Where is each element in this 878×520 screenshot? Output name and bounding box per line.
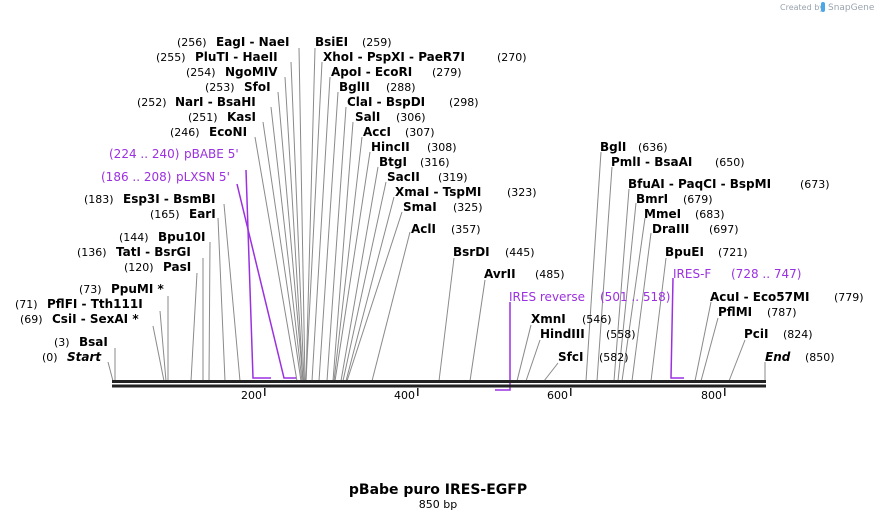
tick-800: 800 (701, 389, 722, 402)
site-label[interactable]: (183) Esp3I - BsmBI (84, 192, 215, 206)
site-label[interactable]: PmlI - BsaAI (650) (611, 155, 745, 169)
site-label-end[interactable]: End (850) (765, 350, 835, 364)
site-label[interactable]: (165) EarI (150, 207, 216, 221)
site-label[interactable]: SalI (306) (355, 110, 426, 124)
site-label[interactable]: AccI (307) (363, 125, 435, 139)
site-label[interactable]: BglI (636) (600, 140, 668, 154)
site-label[interactable]: DraIII (697) (652, 222, 739, 236)
site-label[interactable]: ClaI - BspDI (298) (347, 95, 479, 109)
feature-marker-ires-f (670, 277, 684, 379)
site-label[interactable]: (120) PasI (124, 260, 191, 274)
tick-200: 200 (241, 389, 262, 402)
site-label[interactable]: (3) BsaI (54, 335, 108, 349)
site-label[interactable]: BtgI (316) (379, 155, 450, 169)
site-labels-left: (256) EagI - NaeI (255) PluTI - HaeII (254… (15, 35, 289, 364)
site-label[interactable]: BsiEI (259) (315, 35, 392, 49)
site-label[interactable]: SacII (319) (387, 170, 468, 184)
snapgene-branding: Created by SnapGene (780, 2, 875, 13)
map-title: pBabe puro IRES-EGFP (349, 482, 527, 498)
feature-marker-pbabe (245, 169, 271, 379)
site-label[interactable]: (252) NarI - BsaHI (137, 95, 256, 109)
site-label[interactable]: (251) KasI (188, 110, 256, 124)
site-label[interactable]: XmnI (546) (531, 312, 612, 326)
ruler: 200 400 600 800 (241, 388, 726, 402)
site-label[interactable]: (69) CsiI - SexAI * (20, 312, 139, 326)
created-by-text: Created by (780, 3, 824, 12)
snapgene-text: SnapGene (828, 3, 875, 13)
site-label[interactable]: BsrDI (445) (453, 245, 535, 259)
site-label[interactable]: SfcI (582) (558, 350, 629, 364)
site-lines (107, 47, 766, 382)
site-label-start[interactable]: (0) Start (42, 350, 102, 364)
tick-400: 400 (394, 389, 415, 402)
backbone (112, 380, 766, 388)
site-label[interactable]: AvrII (485) (484, 267, 565, 281)
site-label[interactable]: PciI (824) (744, 327, 813, 341)
site-label[interactable]: BpuEI (721) (665, 245, 748, 259)
site-label[interactable]: BglII (288) (339, 80, 416, 94)
site-label[interactable]: HindIII (558) (540, 327, 636, 341)
site-labels-right: BsiEI (259) XhoI - PspXI - PaeR7I (270) Ap… (315, 35, 864, 364)
site-label[interactable]: (253) SfoI (205, 80, 271, 94)
site-label[interactable]: (246) EcoNI (170, 125, 247, 139)
feature-label-ires-f[interactable]: IRES-F (728 .. 747) (673, 267, 801, 281)
site-label[interactable]: BfuAI - PaqCI - BspMI (673) (628, 177, 830, 191)
feature-label-ires-reverse[interactable]: IRES reverse (501 .. 518) (509, 290, 670, 304)
site-label[interactable]: ApoI - EcoRI (279) (331, 65, 462, 79)
feature-marker-ires-reverse (495, 302, 511, 391)
site-label[interactable]: (256) EagI - NaeI (177, 35, 289, 49)
site-label[interactable]: XhoI - PspXI - PaeR7I (270) (323, 50, 527, 64)
site-label[interactable]: (254) NgoMIV (186, 65, 278, 79)
site-label[interactable]: (71) PflFI - Tth111I (15, 297, 143, 311)
snapgene-logo-icon (821, 2, 825, 12)
map-length: 850 bp (419, 498, 457, 511)
site-label[interactable]: MmeI (683) (644, 207, 725, 221)
feature-label-pbabe[interactable]: (224 .. 240) pBABE 5' (109, 147, 239, 161)
feature-marker-plxsn (236, 183, 296, 379)
site-label[interactable]: AcuI - Eco57MI (779) (710, 290, 864, 304)
feature-label-plxsn[interactable]: (186 .. 208) pLXSN 5' (101, 170, 230, 184)
site-label[interactable]: (255) PluTI - HaeII (156, 50, 278, 64)
tick-600: 600 (547, 389, 568, 402)
site-label[interactable]: (144) Bpu10I (119, 230, 205, 244)
feature-markers (236, 169, 684, 391)
site-label[interactable]: SmaI (325) (403, 200, 483, 214)
site-label[interactable]: PflMI (787) (718, 305, 797, 319)
site-label[interactable]: HincII (308) (371, 140, 457, 154)
site-label[interactable]: (73) PpuMI * (79, 282, 165, 296)
site-label[interactable]: XmaI - TspMI (323) (395, 185, 537, 199)
site-label[interactable]: AclI (357) (411, 222, 481, 236)
site-label[interactable]: BmrI (679) (636, 192, 713, 206)
site-label[interactable]: (136) TatI - BsrGI (77, 245, 191, 259)
